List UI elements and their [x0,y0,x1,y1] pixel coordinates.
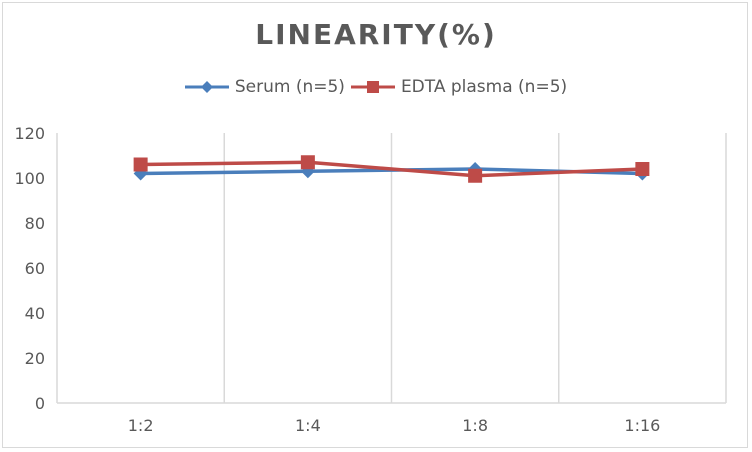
legend-diamond-marker-icon [184,81,229,93]
legend-label-edta-plasma: EDTA plasma (n=5) [400,77,568,97]
y-tick-label: 20 [25,349,45,368]
series-line-1 [140,160,643,178]
legend-label-serum: Serum (n=5) [234,77,345,97]
legend-item-edta-plasma: EDTA plasma (n=5) [350,77,568,97]
chart-title: LINEARITY(%) [255,18,497,51]
square-marker-icon [635,162,650,176]
legend-item-serum: Serum (n=5) [184,77,345,97]
y-tick-label: 40 [25,304,45,323]
y-tick-label: 60 [25,259,45,278]
chart-frame [2,2,748,448]
y-tick-label: 100 [14,169,45,188]
x-tick-label: 1:2 [128,416,154,435]
square-marker-icon [468,168,483,183]
y-tick-label: 120 [14,124,45,143]
legend-square-marker-icon [350,81,395,93]
x-tick-label: 1:4 [295,416,321,435]
square-marker-icon [133,157,148,172]
y-tick-label: 0 [35,394,45,413]
chart-legend: Serum (n=5) EDTA plasma (n=5) [0,77,752,97]
x-tick-label: 1:16 [624,416,660,435]
y-tick-label: 80 [25,214,45,233]
square-marker-icon [300,155,315,170]
x-tick-label: 1:8 [462,416,488,435]
